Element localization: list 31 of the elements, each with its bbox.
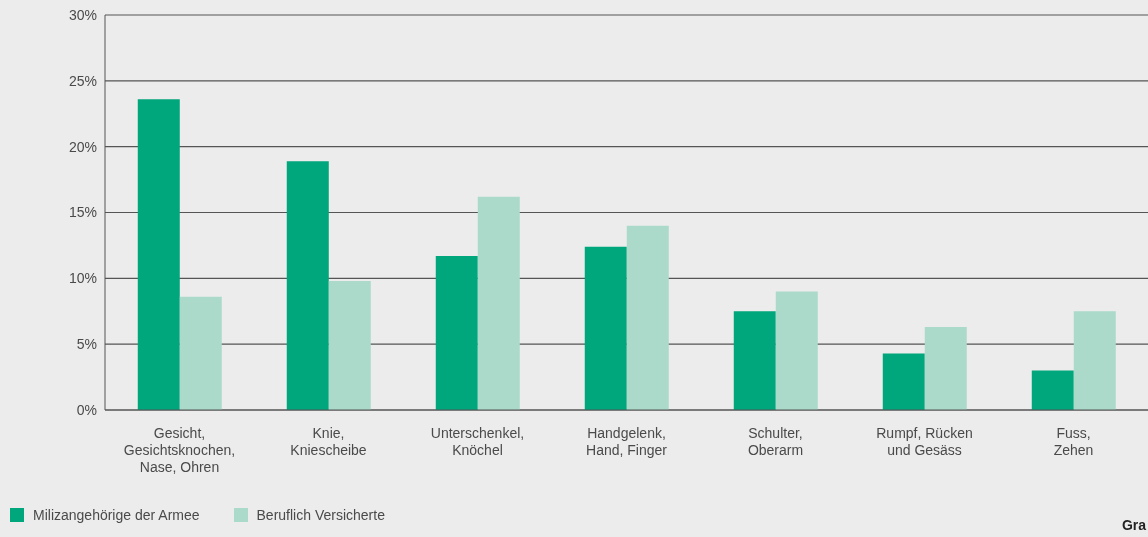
x-tick-label: Knie, Kniescheibe — [290, 425, 367, 458]
legend-label: Beruflich Versicherte — [256, 507, 385, 523]
bar — [882, 353, 925, 410]
y-tick-label: 0% — [76, 401, 97, 418]
y-tick-label: 5% — [76, 336, 97, 353]
x-tick-label: Rumpf, Rücken und Gesäss — [876, 425, 973, 458]
bar — [1031, 370, 1074, 410]
y-tick-label: 10% — [68, 270, 97, 287]
y-tick-label: 30% — [68, 6, 97, 23]
y-tick-label: 20% — [68, 138, 97, 155]
bar — [924, 327, 967, 410]
x-tick-label: Handgelenk, Hand, Finger — [586, 425, 668, 458]
x-tick-label: Schulter, Oberarm — [747, 425, 804, 458]
x-tick-label: Fuss, Zehen — [1053, 425, 1094, 458]
legend-label: Milizangehörige der Armee — [33, 507, 200, 523]
bar — [137, 99, 180, 410]
bar — [775, 291, 818, 410]
x-tick-label: Gesicht, Gesichtsknochen, Nase, Ohren — [123, 425, 236, 475]
bar — [477, 196, 520, 410]
bar — [435, 255, 478, 410]
text: Gra — [1121, 517, 1146, 533]
y-tick-label: 25% — [68, 72, 97, 89]
bar — [584, 246, 627, 410]
bar — [1073, 311, 1116, 410]
bar — [733, 311, 776, 410]
bar — [626, 225, 669, 410]
x-tick-label: Unterschenkel, Knöchel — [430, 425, 525, 458]
bar — [328, 280, 371, 410]
y-tick-label: 15% — [68, 204, 97, 221]
bar — [286, 161, 329, 410]
bar — [179, 296, 222, 410]
